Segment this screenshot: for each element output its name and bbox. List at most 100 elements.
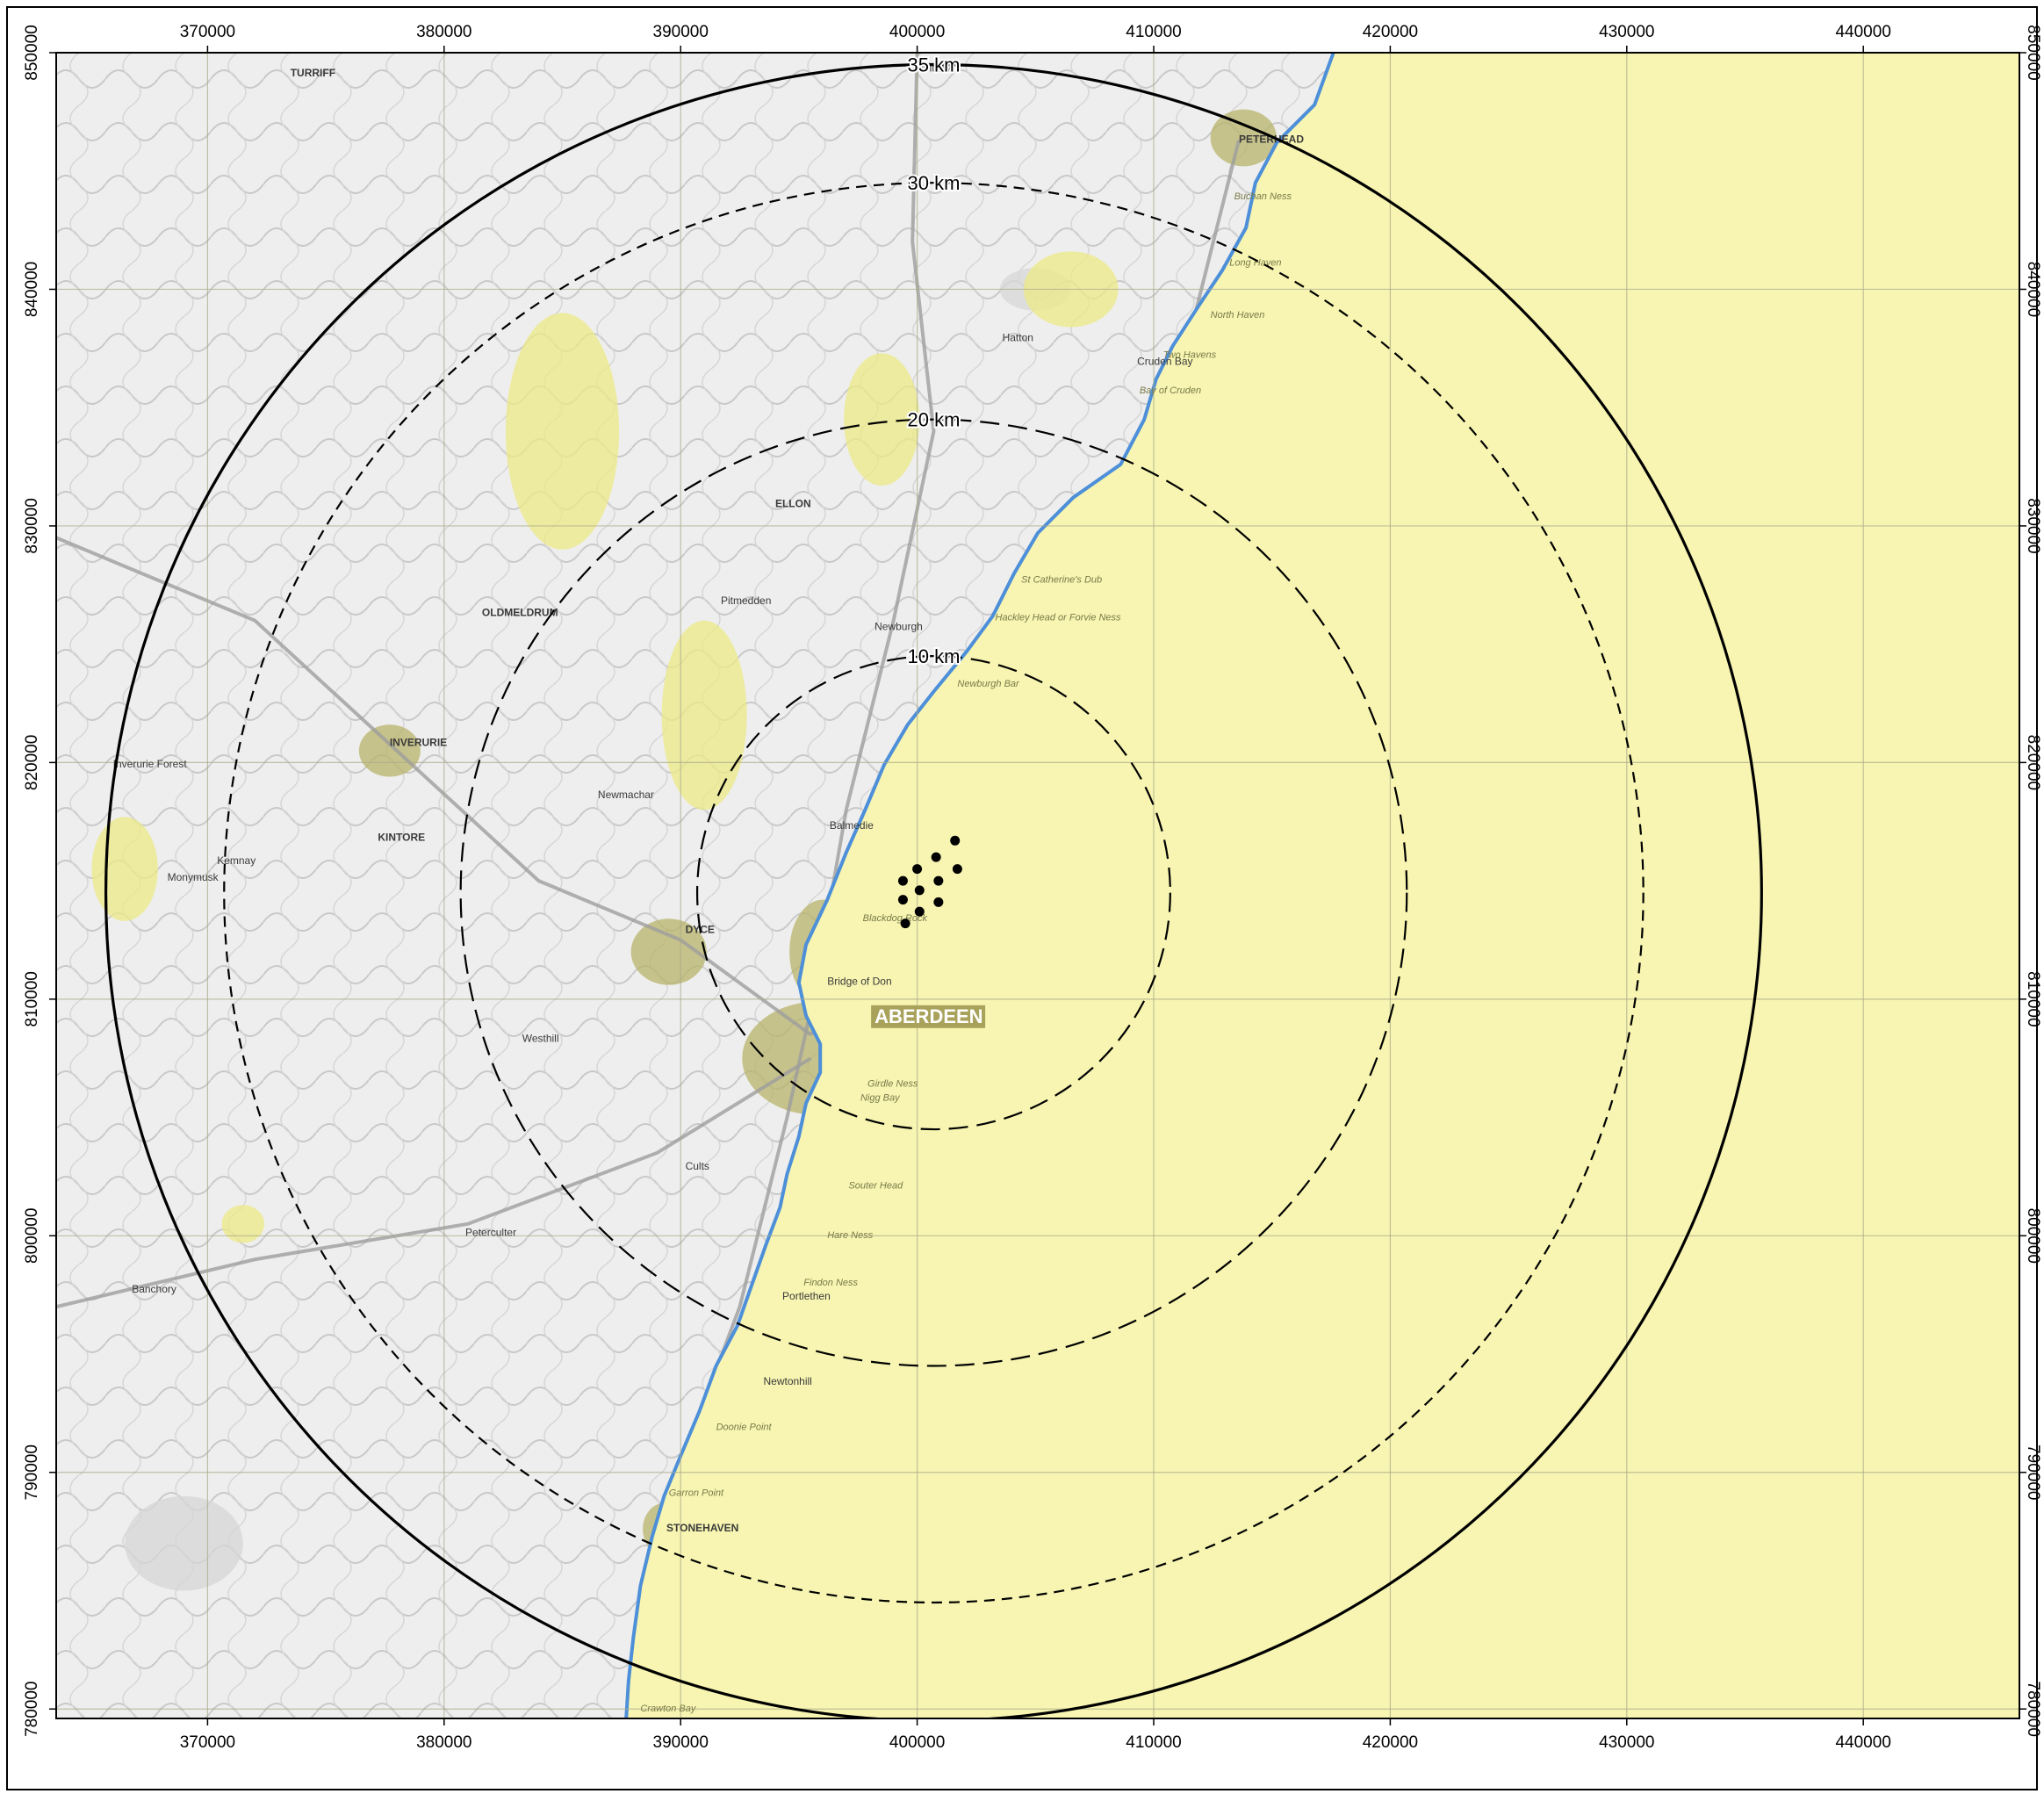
place-label: ABERDEEN [874,1005,982,1027]
coast-label: Newburgh Bar [957,679,1020,689]
y-tick-label-left: 820000 [23,735,41,790]
place-label: Inverurie Forest [113,758,188,770]
coast-label: Souter Head [848,1180,903,1191]
place-label: Cruden Bay [1137,356,1192,368]
place-labels: TURRIFF PETERHEAD OLDMELDRUM INVERURIE ELLON… [113,62,1305,1535]
ring-10km [695,655,1171,1131]
coast-label: Hackley Head or Forvie Ness [996,613,1122,623]
coastline [624,53,1335,1718]
turbine-marker [900,919,910,929]
coast-label: North Haven [1211,310,1265,321]
y-tick-label-right: 790000 [2024,1444,2042,1500]
place-label: Portlethen [782,1290,831,1302]
ring-labels: 10 km 20 km 30 km 35 km [906,52,962,669]
x-tick-label-bottom: 430000 [1599,1733,1654,1752]
place-label: Westhill [522,1032,559,1044]
y-tick-label-right: 830000 [2024,498,2042,553]
land-zone [844,353,920,486]
x-tick-label-top: 430000 [1599,23,1654,41]
land-zone [125,1495,243,1591]
place-label: OLDMELDRUM [482,606,558,618]
coast-label: Nigg Bay [860,1093,901,1104]
sea-area [626,53,2019,1718]
y-tick-label-left: 850000 [23,25,41,80]
x-tick-label-bottom: 400000 [889,1733,945,1752]
coast-label: Garron Point [669,1488,724,1499]
y-tick-label-left: 840000 [23,262,41,317]
turbine-marker [931,852,941,862]
land-zone [630,919,707,985]
ring-35km [104,63,1763,1718]
y-tick-label-left: 810000 [23,971,41,1027]
outer-frame [6,6,2038,1790]
place-label: Pitmedden [721,594,771,607]
y-tick-label-left: 780000 [23,1682,41,1737]
turbine-marker [952,864,962,875]
x-tick-label-top: 420000 [1363,23,1418,41]
coast-label: Long Haven [1229,258,1281,269]
y-tick-label-right: 810000 [2024,971,2042,1027]
grid-lines [56,53,2019,1718]
turbine-marker [897,895,908,905]
land-zone [358,724,421,777]
y-tick-label-right: 820000 [2024,735,2042,790]
ring-label-30km: 30 km [908,172,961,194]
x-tick-label-bottom: 390000 [653,1733,709,1752]
x-tick-label-top: 410000 [1126,23,1181,41]
place-label: PETERHEAD [1239,133,1304,145]
place-label-box [871,1005,986,1028]
x-tick-label-top: 380000 [416,23,471,41]
x-tick-label-bottom: 380000 [416,1733,471,1752]
place-label: Hatton [1003,332,1033,344]
place-label: TURRIFF [291,67,335,79]
x-tick-label-top: 400000 [889,23,945,41]
coast-label: Findon Ness [803,1278,858,1288]
coast-label: Blackdog Rock [863,913,928,924]
turbine-marker [914,885,925,896]
y-tick-label-left: 790000 [23,1444,41,1500]
place-label: Monymusk [168,871,220,883]
ring-label-20km: 20 km [908,409,961,431]
place-label: Banchory [132,1283,176,1295]
road [56,1056,812,1309]
land-zone [505,313,620,550]
coast-label: Doonie Point [716,1422,773,1432]
coast-label: Two Havens [1163,350,1217,361]
place-label: Bridge of Don [827,976,891,988]
coast-label: Buchan Ness [1234,191,1292,202]
land-zone [1210,109,1278,167]
axis-ticks: 370000 370000 380000 380000 390000 390000 4000… [23,23,2042,1752]
coast-labels: Buchan Ness Long Haven North Haven Two Have… [640,191,1292,1714]
turbine-marker [933,875,944,886]
distance-rings [104,63,1763,1718]
ring-label-35km: 35 km [908,54,961,76]
x-tick-label-bottom: 440000 [1835,1733,1890,1752]
place-label: ELLON [775,497,811,509]
x-tick-label-top: 440000 [1835,23,1890,41]
land-zone [661,620,747,810]
place-label: Cults [686,1160,709,1172]
y-tick-label-right: 780000 [2024,1682,2042,1737]
x-tick-label-top: 390000 [653,23,709,41]
coast-label: Hare Ness [827,1230,873,1241]
turbine-marker [912,864,923,875]
x-tick-label-top: 370000 [180,23,235,41]
map-border [55,52,2020,1719]
place-label: Newtonhill [763,1375,811,1387]
y-tick-label-left: 830000 [23,498,41,553]
coast-label: Girdle Ness [867,1079,918,1090]
y-tick-label-right: 840000 [2024,262,2042,317]
coast-label: St Catherine's Dub [1021,575,1102,586]
turbine-marker [897,875,908,886]
land-zone [91,817,158,921]
coast-label: Crawton Bay [640,1704,696,1714]
x-tick-label-bottom: 420000 [1363,1733,1418,1752]
place-label: Peterculter [465,1226,516,1238]
ring-label-10km: 10 km [908,645,961,667]
place-label: KINTORE [378,831,425,843]
place-label: INVERURIE [390,737,447,749]
ring-30km [223,182,1645,1604]
y-tick-label-left: 800000 [23,1208,41,1264]
ring-20km [459,418,1408,1367]
place-label: Newmachar [598,789,654,801]
